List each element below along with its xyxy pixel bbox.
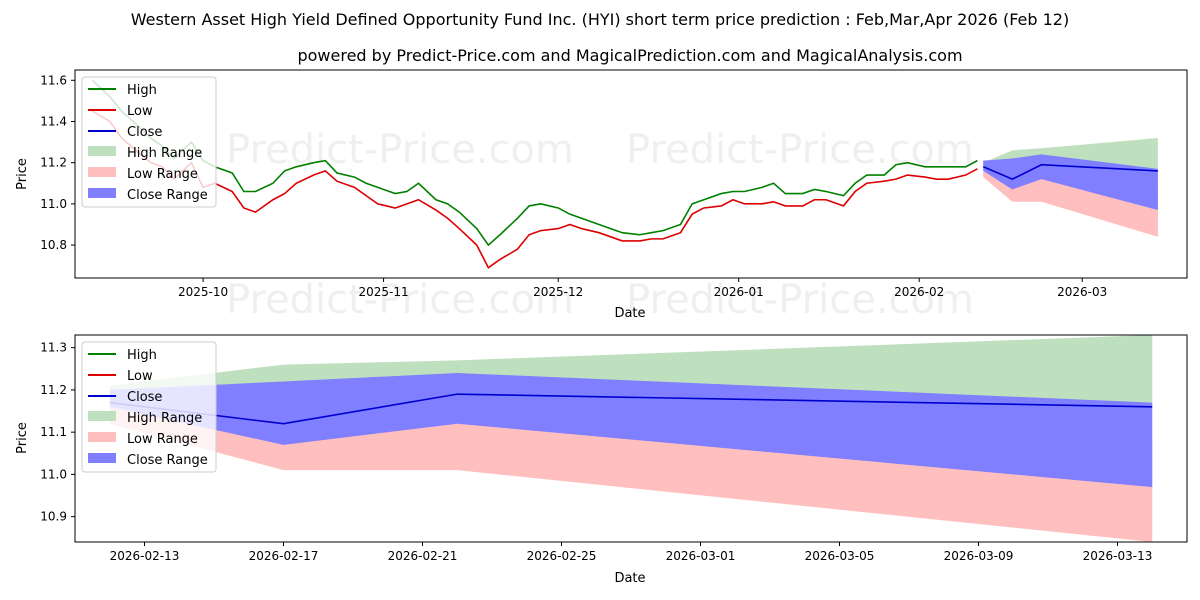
legend-low-range-swatch [88,432,116,442]
legend-close: Close [127,125,162,140]
high-range-band [109,335,1153,403]
legend-high-range: High Range [127,146,202,161]
x-tick-label: 2025-11 [358,285,408,299]
x-tick-label: 2026-01 [714,285,764,299]
legend-high-range-swatch [88,146,116,156]
x-tick-label: 2026-03-05 [805,549,875,563]
legend-close-range: Close Range [127,188,208,203]
top-panel: Predict-Price.com Predict-Price.com Pred… [15,69,1188,323]
top-plot-frame [74,69,1188,279]
high-series-line [91,79,978,247]
top-legend: High Low Close High Range Low Range Clos… [81,76,217,208]
legend-low-range-swatch [88,167,116,177]
legend-high-range: High Range [127,411,202,426]
top-ylabel: Price [15,158,30,190]
x-tick-label: 2026-02-17 [249,549,319,563]
y-tick-label: 11.2 [40,156,67,170]
y-tick-label: 10.9 [40,510,67,524]
legend-high: High [127,348,157,363]
legend-close-range-swatch [88,188,116,198]
y-tick-label: 11.6 [40,73,67,87]
legend-low-range: Low Range [127,432,198,447]
y-tick-label: 11.4 [40,114,67,128]
y-tick-label: 11.0 [40,197,67,211]
y-tick-label: 11.2 [40,383,67,397]
x-tick-label: 2026-03-13 [1083,549,1153,563]
bottom-xlabel: Date [614,571,645,586]
x-tick-label: 2026-02 [894,285,944,299]
bottom-plot-frame [74,334,1188,543]
watermark: Predict-Price.com [626,277,974,323]
x-tick-label: 2025-10 [178,285,228,299]
legend-close: Close [127,390,162,405]
watermark: Predict-Price.com [226,127,574,173]
legend-low: Low [127,104,153,119]
bottom-legend: High Low Close High Range Low Range Clos… [81,341,217,473]
x-tick-label: 2026-02-13 [110,549,180,563]
watermark: Predict-Price.com [226,277,574,323]
bottom-panel: Predict-Price.com Predict-Price.com 2026… [15,334,1188,586]
chart-title: Western Asset High Yield Defined Opportu… [131,10,1069,29]
x-tick-label: 2026-02-21 [388,549,458,563]
legend-close-range-swatch [88,453,116,463]
x-tick-label: 2026-03-09 [944,549,1014,563]
x-tick-label: 2026-03 [1057,285,1107,299]
legend-high: High [127,83,157,98]
low-series-line [92,110,978,269]
legend-close-range: Close Range [127,453,208,468]
x-tick-label: 2025-12 [533,285,583,299]
x-tick-label: 2026-02-25 [527,549,597,563]
x-tick-label: 2026-03-01 [666,549,736,563]
close-forecast-line [982,163,1158,181]
y-tick-label: 11.0 [40,467,67,481]
top-xlabel: Date [614,306,645,321]
legend-low: Low [127,369,153,384]
y-tick-label: 11.1 [40,425,67,439]
chart-subtitle: powered by Predict-Price.com and Magical… [297,46,962,65]
bottom-ylabel: Price [15,422,30,454]
y-tick-label: 11.3 [40,341,67,355]
y-tick-label: 10.8 [40,238,67,252]
legend-high-range-swatch [88,411,116,421]
legend-low-range: Low Range [127,167,198,182]
